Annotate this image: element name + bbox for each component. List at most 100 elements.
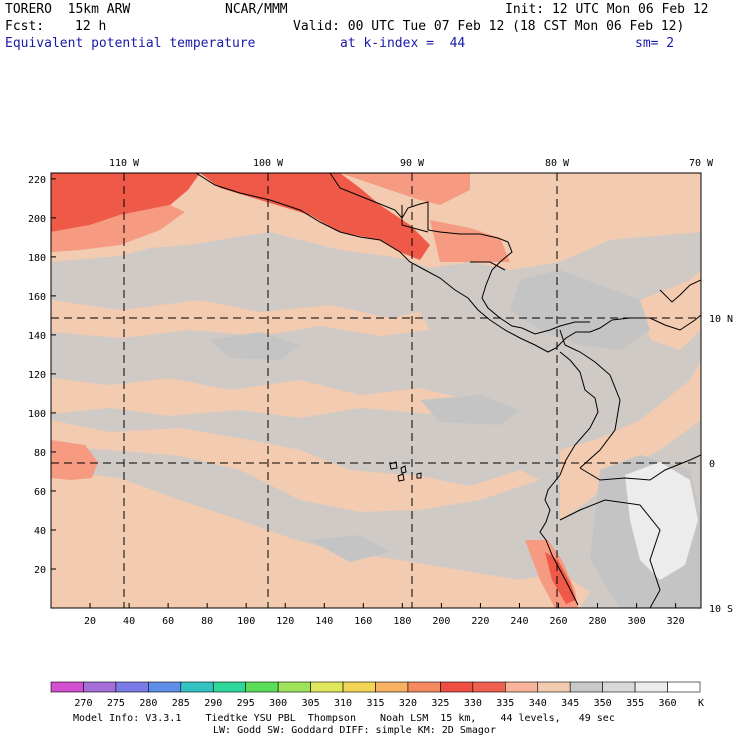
colorbar-swatch: [148, 681, 182, 693]
field-name: Equivalent potential temperature: [5, 36, 256, 51]
y-tick-label: 80: [34, 448, 46, 459]
field-peach-band-lower: [51, 378, 470, 418]
colorbar-swatch: [407, 681, 441, 693]
border-interior-1: [401, 205, 429, 233]
colorbar-label: 315: [366, 698, 384, 709]
x-tick-label: 40: [123, 616, 135, 627]
x-tick-label: 120: [276, 616, 294, 627]
colorbar-label: 335: [496, 698, 514, 709]
model-info-line1: Model Info: V3.3.1 Tiedtke YSU PBL Thomp…: [73, 713, 615, 724]
colorbar-label: 270: [74, 698, 92, 709]
field-red-caribbean: [430, 220, 510, 262]
island-galapagos-4: [416, 472, 422, 479]
x-tick-label: 200: [432, 616, 450, 627]
grid-y-ticks: 220 200 180 160 140 120 100 80 60 40 20: [28, 175, 56, 576]
y-tick-label: 20: [34, 565, 46, 576]
colorbar-swatch: [667, 681, 701, 693]
model-info-line2: LW: Godd SW: Goddard DIFF: simple KM: 2D…: [213, 725, 496, 736]
y-tick-label: 120: [28, 370, 46, 381]
field-gray-patch-2: [210, 332, 300, 360]
field-peach-band-mid: [51, 300, 430, 338]
lon-label: 110 W: [109, 158, 140, 169]
lat-label: 0: [709, 459, 715, 470]
colorbar-swatch: [277, 681, 311, 693]
colorbar: 270 275 280 285 290 295 300 305 310 315 320 325 330 3…: [50, 681, 704, 709]
y-tick-label: 200: [28, 214, 46, 225]
x-tick-label: 320: [667, 616, 685, 627]
field-red-northwest-light: [51, 205, 185, 252]
y-tick-label: 220: [28, 175, 46, 186]
colorbar-swatch: [245, 681, 279, 693]
colorbar-unit: K: [698, 698, 704, 709]
colorbar-label: 275: [107, 698, 125, 709]
island-galapagos-1: [389, 461, 398, 470]
colorbar-label: 295: [237, 698, 255, 709]
colorbar-label: 305: [302, 698, 320, 709]
colorbar-label: 280: [139, 698, 157, 709]
forecast-hour: 12 h: [75, 19, 107, 34]
field-peach-southeast: [560, 360, 701, 520]
field-peach-east: [640, 270, 701, 350]
colorbar-label: 285: [172, 698, 190, 709]
x-tick-label: 160: [354, 616, 372, 627]
colorbar-label: 300: [269, 698, 287, 709]
init-time: Init: 12 UTC Mon 06 Feb 12: [505, 2, 709, 17]
field-red-peru: [545, 552, 576, 604]
colorbar-swatch: [310, 681, 344, 693]
coast-colombia-pacific: [539, 351, 599, 606]
lat-label: 10 S: [709, 604, 733, 615]
x-tick-label: 280: [589, 616, 607, 627]
colorbar-swatch: [472, 681, 506, 693]
map-frame: [50, 172, 702, 609]
field-red-gulf: [340, 173, 470, 205]
colorbar-label: 330: [464, 698, 482, 709]
colorbar-swatch: [602, 681, 636, 693]
colorbar-label: 340: [529, 698, 547, 709]
y-tick-label: 100: [28, 409, 46, 420]
colorbar-swatch: [569, 681, 603, 693]
x-tick-label: 180: [393, 616, 411, 627]
coastlines: [195, 173, 701, 608]
x-tick-label: 140: [315, 616, 333, 627]
border-interior-2: [559, 329, 621, 469]
x-tick-label: 100: [237, 616, 255, 627]
smoothing-label: sm= 2: [635, 36, 675, 51]
y-tick-label: 40: [34, 526, 46, 537]
colorbar-label: 345: [561, 698, 579, 709]
lon-label: 80 W: [545, 158, 570, 169]
colorbar-swatch: [180, 681, 214, 693]
colorbar-label: 350: [594, 698, 612, 709]
colorbar-swatch: [342, 681, 376, 693]
grid-x-ticks: 20 40 60 80 100 120 140 160 180 200 220 240 260 280 30…: [84, 603, 685, 627]
colorbar-swatch: [115, 681, 149, 693]
x-tick-label: 80: [201, 616, 213, 627]
colorbar-swatch: [634, 681, 668, 693]
x-tick-label: 20: [84, 616, 96, 627]
longitude-labels: 110 W 100 W 90 W 80 W 70 W: [109, 158, 714, 169]
field-red-mexico: [200, 173, 430, 260]
colorbar-swatch: [375, 681, 409, 693]
colorbar-swatch: [440, 681, 474, 693]
colorbar-label: 290: [204, 698, 222, 709]
theta-e-field: [51, 173, 701, 608]
colorbar-label: 360: [659, 698, 677, 709]
field-red-west-patch: [51, 440, 98, 480]
field-gray-patch-3: [420, 395, 520, 425]
border-interior-4: [559, 499, 661, 608]
x-tick-label: 60: [162, 616, 174, 627]
lat-label: 10 N: [709, 314, 733, 325]
coast-caribbean-isthmus: [499, 317, 590, 335]
colorbar-label: 325: [431, 698, 449, 709]
center-title: NCAR/MMM: [225, 2, 288, 17]
colorbar-label: 320: [399, 698, 417, 709]
y-tick-label: 60: [34, 487, 46, 498]
x-tick-label: 240: [510, 616, 528, 627]
field-gray-patch-4: [310, 535, 390, 562]
forecast-label: Fcst:: [5, 19, 45, 34]
field-gray-patch-1: [510, 270, 650, 350]
colorbar-label: 310: [334, 698, 352, 709]
x-tick-label: 300: [628, 616, 646, 627]
border-interior-5: [470, 261, 506, 271]
colorbar-swatch: [504, 681, 539, 693]
